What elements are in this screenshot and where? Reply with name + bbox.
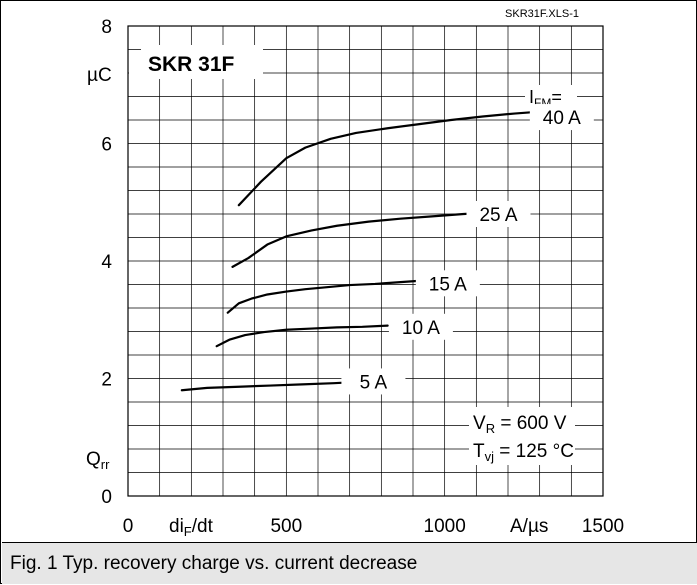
file-reference: SKR31F.XLS-1 [505, 8, 579, 20]
condition-label: Tvj = 125 °C [473, 441, 574, 464]
y-unit-label: µC [87, 65, 112, 86]
x-unit-label: A/µs [510, 516, 548, 537]
y-tick-label: 4 [101, 252, 112, 273]
series-label-bg [466, 201, 531, 227]
series-label: 25 A [479, 205, 517, 226]
condition-label: VR = 600 V [473, 413, 567, 436]
figure-caption: Fig. 1 Typ. recovery charge vs. current … [2, 542, 697, 584]
series-line [215, 324, 389, 348]
series-line [180, 380, 358, 392]
recovery-charge-chart: SKR31F.XLS-1 0 2 4 6 8 0 500 1000 1500 µC Qrr diF/dt… [86, 8, 624, 539]
series-line [231, 211, 487, 268]
series-label: 15 A [429, 274, 467, 295]
series-label-bg [388, 313, 453, 340]
y-tick-label: 2 [101, 370, 112, 391]
y-tick-label: 0 [101, 487, 112, 508]
plot-border [127, 25, 604, 497]
y-tick-label: 6 [101, 135, 112, 156]
y-tick-label: 8 [101, 17, 112, 38]
x-tick-label: 1000 [424, 516, 466, 537]
x-tick-label: 1500 [582, 516, 624, 537]
series-line [226, 279, 427, 314]
x-tick-label: 500 [270, 516, 302, 537]
series-label-bg [415, 270, 480, 297]
series-line [237, 110, 548, 207]
y-axis-label: Qrr [86, 449, 110, 472]
series-label: 5 A [360, 372, 388, 393]
series-label-bg [341, 368, 406, 395]
x-axis-label: diF/dt [169, 516, 214, 539]
x-tick-label: 0 [123, 516, 134, 537]
chart-title: SKR 31F [148, 53, 235, 76]
series-label: 10 A [402, 318, 440, 339]
series-label-bg [529, 104, 594, 131]
conditions-bg [469, 407, 575, 465]
title-bg [141, 45, 263, 79]
series-label: 40 A [543, 108, 581, 129]
